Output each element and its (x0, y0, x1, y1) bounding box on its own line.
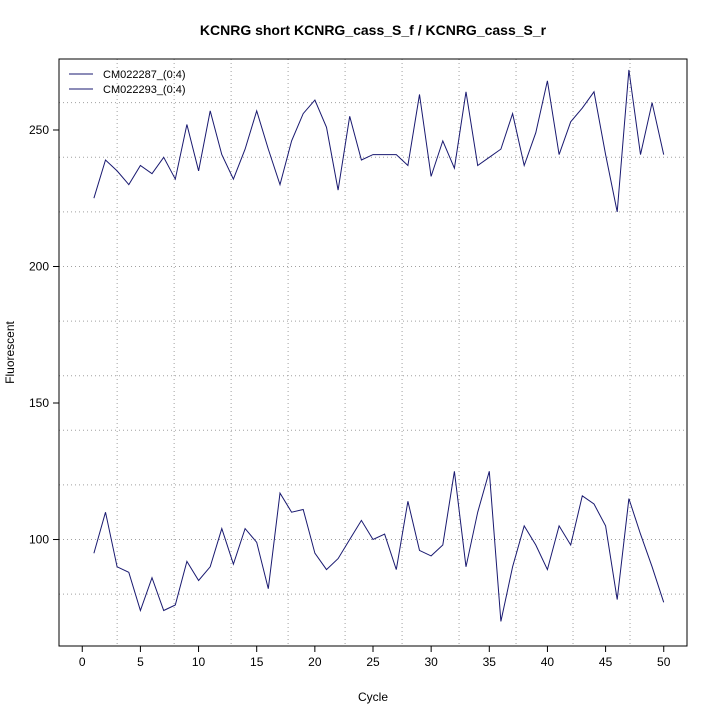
x-tick-label: 0 (79, 655, 86, 669)
x-tick-label: 20 (308, 655, 322, 669)
x-tick-label: 35 (483, 655, 497, 669)
x-tick-label: 45 (599, 655, 613, 669)
series-lines (93, 69, 665, 622)
x-tick-label: 25 (366, 655, 380, 669)
y-tick-label: 100 (29, 533, 49, 547)
y-axis-label: Fluorescent (3, 320, 17, 383)
x-axis-label: Cycle (358, 690, 388, 704)
x-tick-label: 5 (137, 655, 144, 669)
axes: 0 5 10 15 20 25 30 35 40 45 50 100 150 200 250 (29, 123, 671, 669)
x-tick-label: 50 (657, 655, 671, 669)
x-tick-label: 10 (192, 655, 206, 669)
x-tick-label: 40 (541, 655, 555, 669)
series-line-1 (93, 69, 665, 212)
legend-label-series-1: CM022287_(0:4) (103, 69, 186, 81)
x-tick-label: 15 (250, 655, 264, 669)
legend-label-series-2: CM022293_(0:4) (103, 84, 186, 96)
grid (59, 59, 688, 646)
x-tick-label: 30 (424, 655, 438, 669)
series-line-2 (93, 471, 665, 622)
chart-title: KCNRG short KCNRG_cass_S_f / KCNRG_cass_… (200, 22, 547, 38)
y-tick-label: 200 (29, 259, 49, 273)
y-tick-label: 150 (29, 396, 49, 410)
y-tick-label: 250 (29, 123, 49, 137)
legend: CM022287_(0:4) CM022293_(0:4) (69, 69, 186, 96)
plot-frame (58, 58, 688, 647)
